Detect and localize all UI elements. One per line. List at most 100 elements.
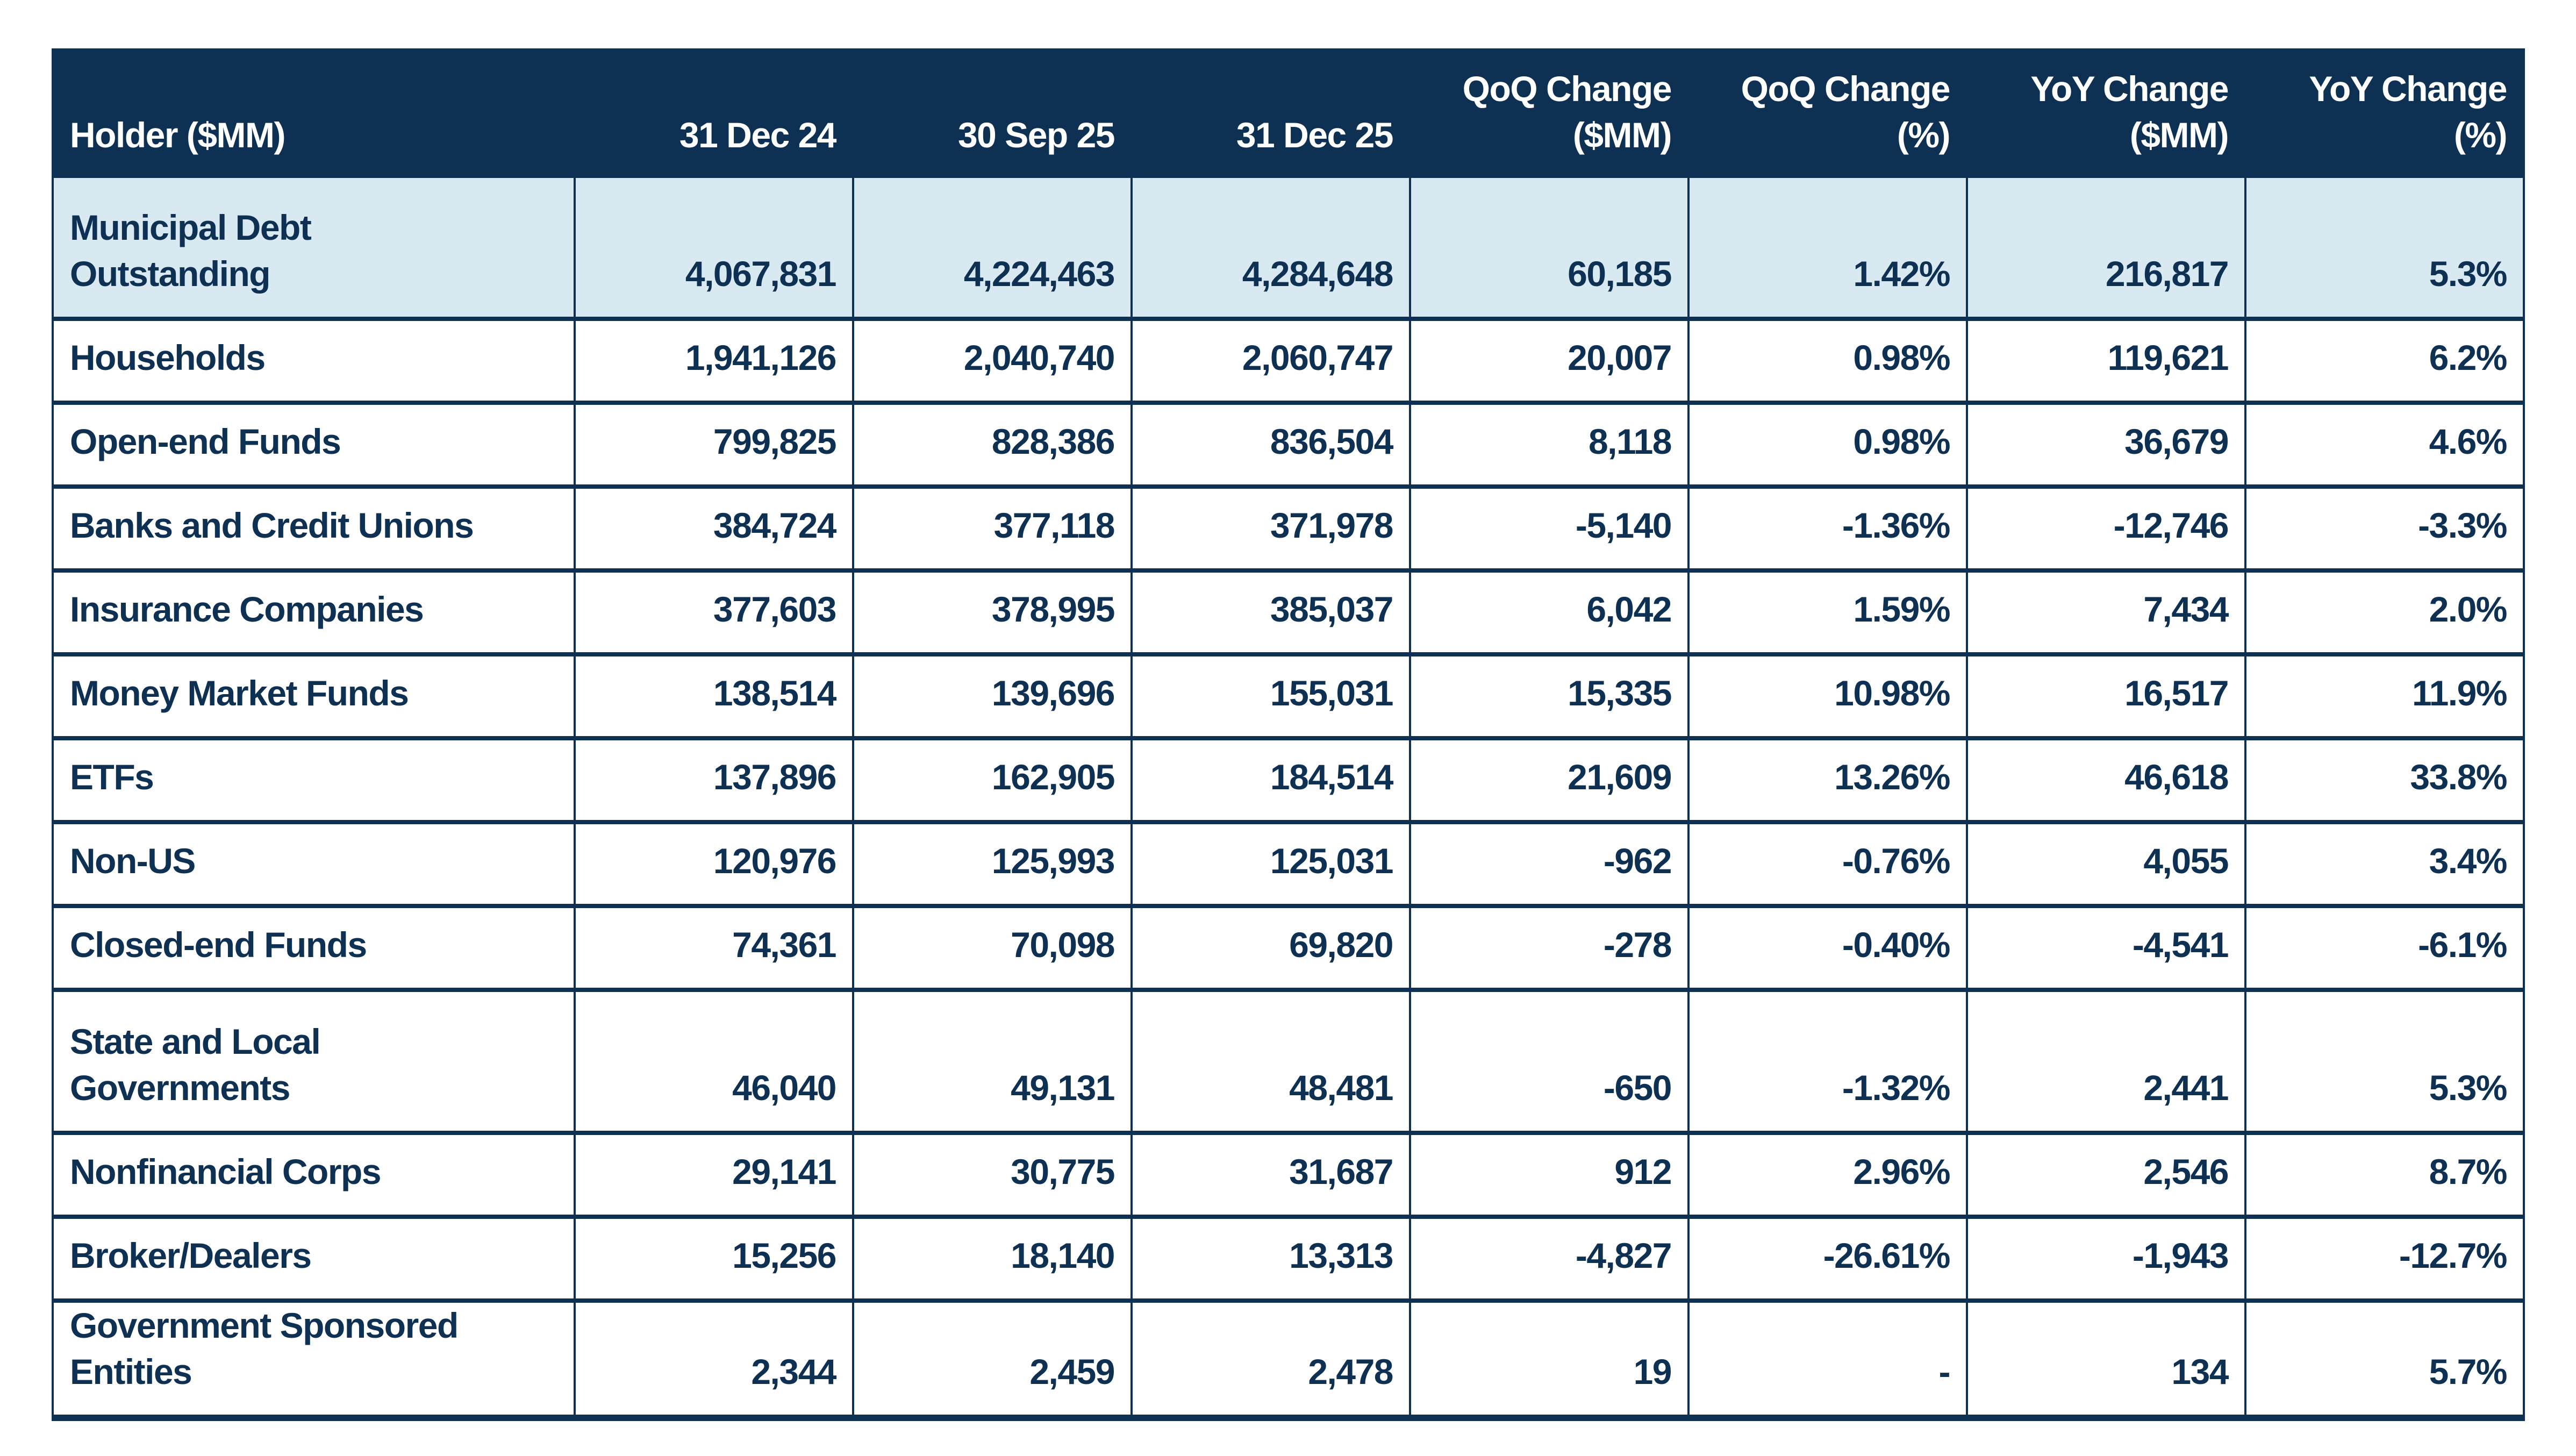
- value-cell: 125,993: [852, 822, 1133, 906]
- value-cell: 15,335: [1409, 654, 1690, 738]
- value-cell: -: [1687, 1301, 1968, 1418]
- value-cell: 385,037: [1130, 570, 1411, 654]
- value-cell: 29,141: [574, 1133, 854, 1217]
- table-row: Insurance Companies 377,603 378,995 385,037…: [52, 570, 2525, 654]
- value-cell: 6.2%: [2244, 319, 2525, 403]
- value-cell: 13.26%: [1687, 738, 1968, 822]
- value-cell: 137,896: [574, 738, 854, 822]
- holder-cell: Government Sponsored Entities: [52, 1301, 576, 1418]
- value-cell: 184,514: [1130, 738, 1411, 822]
- column-header: QoQ Change ($MM): [1409, 48, 1690, 177]
- value-cell: 2,441: [1966, 990, 2246, 1133]
- value-cell: 799,825: [574, 403, 854, 487]
- column-header: 31 Dec 24: [574, 48, 854, 177]
- value-cell: 2,344: [574, 1301, 854, 1418]
- value-cell: 371,978: [1130, 487, 1411, 570]
- value-cell: -26.61%: [1687, 1217, 1968, 1301]
- value-cell: -278: [1409, 906, 1690, 990]
- value-cell: 18,140: [852, 1217, 1133, 1301]
- value-cell: 4,067,831: [574, 177, 854, 319]
- table-header: Holder ($MM) 31 Dec 24 30 Sep 25 31 Dec 25 Q…: [52, 48, 2525, 177]
- value-cell: -12.7%: [2244, 1217, 2525, 1301]
- value-cell: 60,185: [1409, 177, 1690, 319]
- value-cell: 828,386: [852, 403, 1133, 487]
- value-cell: 377,603: [574, 570, 854, 654]
- value-cell: -1.32%: [1687, 990, 1968, 1133]
- value-cell: 216,817: [1966, 177, 2246, 319]
- value-cell: -962: [1409, 822, 1690, 906]
- table-row: Open-end Funds 799,825 828,386 836,504 8,118…: [52, 403, 2525, 487]
- value-cell: 5.3%: [2244, 177, 2525, 319]
- value-cell: 4,224,463: [852, 177, 1133, 319]
- table-row: Broker/Dealers 15,256 18,140 13,313 -4,827 -2…: [52, 1217, 2525, 1301]
- value-cell: 1.59%: [1687, 570, 1968, 654]
- holder-cell: Households: [52, 319, 576, 403]
- column-header: YoY Change (%): [2244, 48, 2525, 177]
- column-header-holder: Holder ($MM): [52, 48, 576, 177]
- column-header: 30 Sep 25: [852, 48, 1133, 177]
- holder-cell: Broker/Dealers: [52, 1217, 576, 1301]
- value-cell: 8,118: [1409, 403, 1690, 487]
- municipal-debt-holders-table: Holder ($MM) 31 Dec 24 30 Sep 25 31 Dec 25 Q…: [52, 48, 2525, 1421]
- table-row: Government Sponsored Entities 2,344 2,459 2…: [52, 1301, 2525, 1418]
- value-cell: 377,118: [852, 487, 1133, 570]
- value-cell: 4.6%: [2244, 403, 2525, 487]
- value-cell: -12,746: [1966, 487, 2246, 570]
- value-cell: -0.40%: [1687, 906, 1968, 990]
- table-row: Closed-end Funds 74,361 70,098 69,820 -278 -0…: [52, 906, 2525, 990]
- value-cell: 2,040,740: [852, 319, 1133, 403]
- value-cell: 139,696: [852, 654, 1133, 738]
- value-cell: 2,060,747: [1130, 319, 1411, 403]
- value-cell: -1.36%: [1687, 487, 1968, 570]
- value-cell: 48,481: [1130, 990, 1411, 1133]
- value-cell: 2.0%: [2244, 570, 2525, 654]
- value-cell: 10.98%: [1687, 654, 1968, 738]
- value-cell: 2.96%: [1687, 1133, 1968, 1217]
- value-cell: 162,905: [852, 738, 1133, 822]
- holder-cell: Non-US: [52, 822, 576, 906]
- value-cell: 384,724: [574, 487, 854, 570]
- table-row: Non-US 120,976 125,993 125,031 -962 -0.76% 4,0…: [52, 822, 2525, 906]
- holder-cell: State and Local Governments: [52, 990, 576, 1133]
- value-cell: 8.7%: [2244, 1133, 2525, 1217]
- header-row: Holder ($MM) 31 Dec 24 30 Sep 25 31 Dec 25 Q…: [52, 48, 2525, 177]
- holder-cell: ETFs: [52, 738, 576, 822]
- column-header: QoQ Change (%): [1687, 48, 1968, 177]
- value-cell: 5.3%: [2244, 990, 2525, 1133]
- value-cell: 119,621: [1966, 319, 2246, 403]
- value-cell: 46,618: [1966, 738, 2246, 822]
- value-cell: 70,098: [852, 906, 1133, 990]
- value-cell: 20,007: [1409, 319, 1690, 403]
- value-cell: 15,256: [574, 1217, 854, 1301]
- column-header: 31 Dec 25: [1130, 48, 1411, 177]
- value-cell: 134: [1966, 1301, 2246, 1418]
- value-cell: 836,504: [1130, 403, 1411, 487]
- holder-cell: Municipal Debt Outstanding: [52, 177, 576, 319]
- value-cell: 125,031: [1130, 822, 1411, 906]
- value-cell: 0.98%: [1687, 403, 1968, 487]
- value-cell: 69,820: [1130, 906, 1411, 990]
- column-header: YoY Change ($MM): [1966, 48, 2246, 177]
- value-cell: 30,775: [852, 1133, 1133, 1217]
- value-cell: 2,478: [1130, 1301, 1411, 1418]
- value-cell: 46,040: [574, 990, 854, 1133]
- table-row: State and Local Governments 46,040 49,131 4…: [52, 990, 2525, 1133]
- value-cell: 5.7%: [2244, 1301, 2525, 1418]
- value-cell: 36,679: [1966, 403, 2246, 487]
- holder-cell: Open-end Funds: [52, 403, 576, 487]
- holder-cell: Closed-end Funds: [52, 906, 576, 990]
- value-cell: 912: [1409, 1133, 1690, 1217]
- value-cell: 31,687: [1130, 1133, 1411, 1217]
- value-cell: 21,609: [1409, 738, 1690, 822]
- value-cell: -4,827: [1409, 1217, 1690, 1301]
- table-row: ETFs 137,896 162,905 184,514 21,609 13.26% 46,…: [52, 738, 2525, 822]
- value-cell: 11.9%: [2244, 654, 2525, 738]
- holder-cell: Money Market Funds: [52, 654, 576, 738]
- value-cell: 6,042: [1409, 570, 1690, 654]
- value-cell: 4,055: [1966, 822, 2246, 906]
- holder-cell: Insurance Companies: [52, 570, 576, 654]
- value-cell: -3.3%: [2244, 487, 2525, 570]
- value-cell: 2,546: [1966, 1133, 2246, 1217]
- value-cell: 1,941,126: [574, 319, 854, 403]
